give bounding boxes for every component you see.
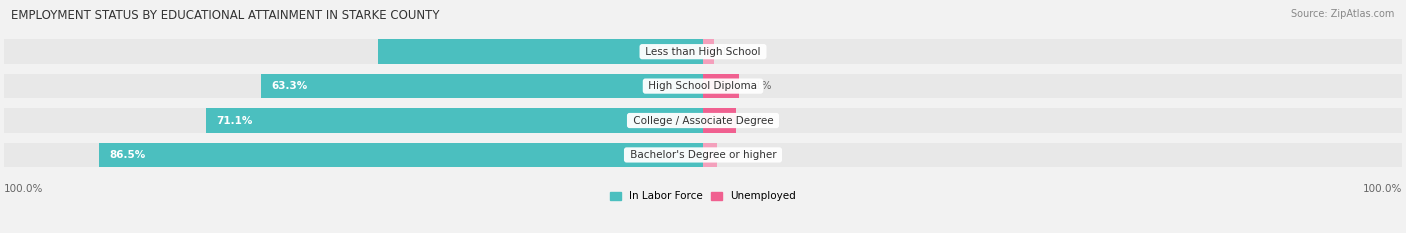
Bar bbox=[703, 143, 717, 167]
Bar bbox=[4, 39, 1402, 64]
Text: 46.5%: 46.5% bbox=[652, 47, 689, 57]
Text: 1.6%: 1.6% bbox=[721, 47, 748, 57]
Text: 2.0%: 2.0% bbox=[724, 150, 751, 160]
Bar bbox=[207, 108, 703, 133]
Text: Less than High School: Less than High School bbox=[643, 47, 763, 57]
Text: 86.5%: 86.5% bbox=[110, 150, 145, 160]
Bar bbox=[98, 143, 703, 167]
Text: 100.0%: 100.0% bbox=[4, 184, 44, 194]
Bar bbox=[4, 143, 1402, 167]
Text: 100.0%: 100.0% bbox=[1362, 184, 1402, 194]
Text: College / Associate Degree: College / Associate Degree bbox=[630, 116, 776, 126]
Text: Source: ZipAtlas.com: Source: ZipAtlas.com bbox=[1291, 9, 1395, 19]
Text: 71.1%: 71.1% bbox=[217, 116, 253, 126]
Bar bbox=[4, 74, 1402, 99]
Text: 4.7%: 4.7% bbox=[742, 116, 769, 126]
Text: 5.1%: 5.1% bbox=[745, 81, 772, 91]
Bar bbox=[378, 39, 703, 64]
Bar bbox=[4, 108, 1402, 133]
Bar bbox=[703, 39, 714, 64]
Bar bbox=[260, 74, 703, 99]
Legend: In Labor Force, Unemployed: In Labor Force, Unemployed bbox=[606, 187, 800, 206]
Text: High School Diploma: High School Diploma bbox=[645, 81, 761, 91]
Bar bbox=[703, 108, 735, 133]
Text: 63.3%: 63.3% bbox=[271, 81, 308, 91]
Bar bbox=[703, 74, 738, 99]
Text: Bachelor's Degree or higher: Bachelor's Degree or higher bbox=[627, 150, 779, 160]
Text: EMPLOYMENT STATUS BY EDUCATIONAL ATTAINMENT IN STARKE COUNTY: EMPLOYMENT STATUS BY EDUCATIONAL ATTAINM… bbox=[11, 9, 440, 22]
